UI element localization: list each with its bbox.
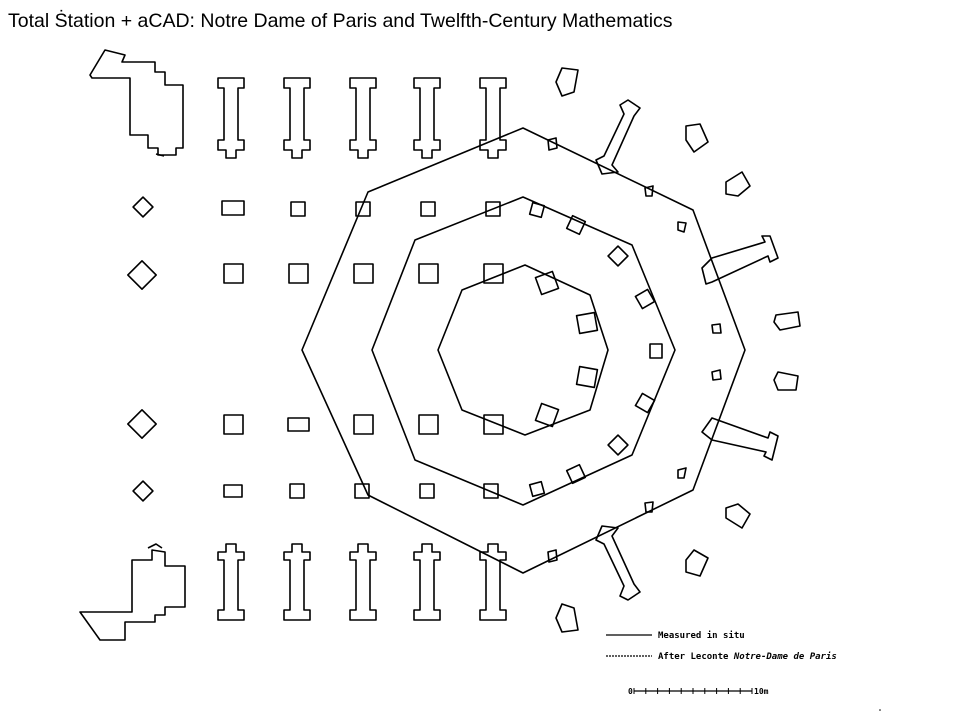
legend-after-prefix: After Leconte [658, 652, 734, 662]
pier [575, 311, 599, 335]
legend-book-title: Notre-Dame de Paris [733, 651, 837, 662]
middle-apse-outline [371, 196, 676, 506]
pier [528, 480, 546, 498]
buttress-bottom-3 [349, 543, 377, 621]
scale-bar: 0 10m [628, 687, 881, 711]
legend-measured-label: Measured in situ [658, 630, 745, 641]
tower-bottom-left-mark [147, 543, 163, 549]
pier [288, 263, 309, 284]
pier [483, 414, 504, 435]
pier [353, 414, 374, 435]
pier [223, 263, 244, 284]
outer-apse-outline [301, 127, 746, 574]
pier [289, 483, 305, 499]
pier [483, 263, 504, 284]
buttress-top-4 [413, 77, 441, 159]
pier [485, 201, 501, 217]
inner-apse-outline [437, 264, 609, 436]
tower-bottom-left [79, 549, 186, 641]
pier [418, 414, 439, 435]
pier [287, 417, 310, 432]
tower-top-left [89, 49, 184, 156]
right-flying-buttresses [595, 99, 779, 601]
pier [565, 214, 587, 236]
buttress-bottom-2 [283, 543, 311, 621]
buttress-top-5 [479, 77, 507, 159]
pier [607, 434, 629, 456]
buttress-row-bottom [217, 543, 507, 621]
buttress-bottom-4 [413, 543, 441, 621]
legend: Measured in situ After Leconte Notre-Dam… [606, 630, 837, 662]
pier [528, 201, 546, 219]
pier [355, 201, 371, 217]
pier [221, 200, 245, 216]
tower-top-left-mark [155, 153, 165, 157]
inner-ring-piers [528, 201, 663, 498]
pier [132, 196, 154, 218]
pier [419, 483, 435, 499]
pier [534, 270, 560, 296]
buttress-top-2 [283, 77, 311, 159]
scale-end-label: 10m [754, 687, 769, 696]
pier [634, 392, 656, 414]
pier [223, 484, 243, 498]
outer-chapels [555, 67, 801, 633]
scale-ticks [633, 688, 753, 694]
pier [223, 414, 244, 435]
buttress-arm-ne [595, 99, 641, 175]
buttress-top-3 [349, 77, 377, 159]
pier [290, 201, 306, 217]
pier [607, 245, 629, 267]
pier [420, 201, 436, 217]
pier [534, 402, 560, 428]
pier [575, 365, 599, 389]
outer-ring-nubs [547, 137, 722, 563]
buttress-arm-e2 [701, 417, 779, 461]
pier [565, 463, 587, 485]
slide-title: Total Ṡtation + aCAD: Notre Dame of Pari… [8, 10, 673, 32]
speck [879, 709, 881, 711]
scale-start-label: 0 [628, 687, 633, 696]
pier [132, 480, 154, 502]
buttress-arm-e1 [701, 235, 779, 285]
pier [634, 288, 656, 310]
pier [353, 263, 374, 284]
pier [418, 263, 439, 284]
legend-after-label: After Leconte Notre-Dame de Paris [658, 651, 837, 662]
pier [127, 260, 157, 290]
buttress-row-top [217, 77, 507, 159]
pier [649, 343, 663, 359]
buttress-bottom-1 [217, 543, 245, 621]
pier [483, 483, 499, 499]
pier [354, 483, 370, 499]
buttress-arm-se [595, 525, 641, 601]
pier [127, 409, 157, 439]
buttress-top-1 [217, 77, 245, 159]
buttress-bottom-5 [479, 543, 507, 621]
nave-piers [127, 196, 504, 502]
